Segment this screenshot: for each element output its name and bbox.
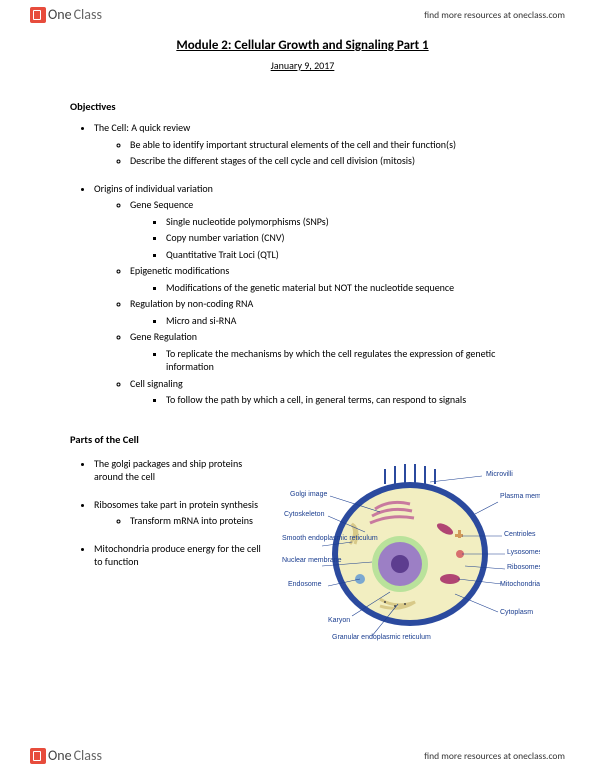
- objectives-list: The Cell: A quick review Be able to iden…: [70, 121, 535, 168]
- item-text: Regulation by non-coding RNA: [130, 297, 253, 310]
- centriole-icon: [458, 530, 461, 538]
- brand-logo: OneClass: [30, 6, 102, 23]
- logo-icon: [30, 748, 46, 764]
- page-header: OneClass find more resources at oneclass…: [0, 0, 595, 29]
- parts-heading: Parts of the Cell: [70, 433, 535, 446]
- label-cytoplasm: Cytoplasm: [500, 609, 533, 616]
- list-item: Gene Sequence Single nucleotide polymorp…: [130, 198, 535, 261]
- item-text: Epigenetic modifications: [130, 264, 229, 277]
- nucleolus-icon: [391, 555, 409, 573]
- mitochondria-icon: [440, 574, 460, 584]
- label-granular-er: Granular endoplasmic reticulum: [332, 634, 431, 641]
- item-text: Gene Sequence: [130, 198, 193, 211]
- list-item: To replicate the mechanisms by which the…: [166, 347, 535, 374]
- list-item: Describe the different stages of the cel…: [130, 154, 535, 168]
- list-item: Origins of individual variation Gene Seq…: [94, 182, 535, 407]
- brand-class: Class: [74, 747, 102, 764]
- list-item: The Cell: A quick review Be able to iden…: [94, 121, 535, 168]
- parts-text-col: The golgi packages and ship proteins aro…: [70, 454, 270, 572]
- label-endosome: Endosome: [288, 581, 322, 588]
- footer-link[interactable]: find more resources at oneclass.com: [424, 750, 565, 762]
- list-item: Quantitative Trait Loci (QTL): [166, 248, 535, 262]
- label-smooth-er: Smooth endoplasmic reticulum: [282, 535, 378, 542]
- list-item: Ribosomes take part in protein synthesis…: [94, 498, 270, 528]
- list-item: Cell signaling To follow the path by whi…: [130, 377, 535, 407]
- list-item: Mitochondria produce energy for the cell…: [94, 542, 270, 569]
- item-text: Origins of individual variation: [94, 182, 213, 195]
- label-mitochondria: Mitochondria: [500, 581, 540, 588]
- item-text: Gene Regulation: [130, 330, 197, 343]
- list-item: Single nucleotide polymorphisms (SNPs): [166, 215, 535, 229]
- brand-logo-footer: OneClass: [30, 747, 102, 764]
- parts-row: The golgi packages and ship proteins aro…: [70, 454, 535, 657]
- brand-class: Class: [74, 6, 102, 23]
- header-link[interactable]: find more resources at oneclass.com: [424, 9, 565, 21]
- list-item: Epigenetic modifications Modifications o…: [130, 264, 535, 294]
- microvilli-icon: [385, 464, 435, 484]
- label-golgi: Golgi image: [290, 491, 327, 498]
- list-item: Transform mRNA into proteins: [130, 514, 270, 528]
- list-item: Modifications of the genetic material bu…: [166, 281, 535, 295]
- cell-diagram: Golgi image Cytoskeleton Smooth endoplas…: [280, 454, 540, 657]
- page-footer: OneClass find more resources at oneclass…: [0, 741, 595, 770]
- list-item: Micro and si-RNA: [166, 314, 535, 328]
- label-microvilli: Microvilli: [486, 471, 513, 478]
- origins-list: Origins of individual variation Gene Seq…: [70, 182, 535, 407]
- list-item: Be able to identify important structural…: [130, 138, 535, 152]
- logo-icon: [30, 7, 46, 23]
- list-item: Copy number variation (CNV): [166, 231, 535, 245]
- list-item: To follow the path by which a cell, in g…: [166, 393, 535, 407]
- list-item: Gene Regulation To replicate the mechani…: [130, 330, 535, 374]
- label-ribosomes: Ribosomes: [507, 564, 540, 571]
- item-text: Ribosomes take part in protein synthesis: [94, 498, 258, 511]
- label-lysosomes: Lysosomes: [507, 549, 540, 556]
- item-text: The Cell: A quick review: [94, 121, 190, 134]
- module-title: Module 2: Cellular Growth and Signaling …: [70, 38, 535, 53]
- brand-one: One: [48, 747, 72, 764]
- list-item: The golgi packages and ship proteins aro…: [94, 457, 270, 484]
- label-cytoskeleton: Cytoskeleton: [284, 511, 325, 518]
- page-content: Module 2: Cellular Growth and Signaling …: [0, 0, 595, 697]
- label-nuclear-membrane: Nuclear membrane: [282, 557, 342, 564]
- list-item: Regulation by non-coding RNA Micro and s…: [130, 297, 535, 327]
- objectives-heading: Objectives: [70, 100, 535, 113]
- label-karyon: Karyon: [328, 617, 350, 624]
- item-text: Cell signaling: [130, 377, 183, 390]
- label-plasma-membrane: Plasma membrane: [500, 493, 540, 500]
- label-centrioles: Centrioles: [504, 531, 536, 538]
- brand-one: One: [48, 6, 72, 23]
- module-date: January 9, 2017: [70, 59, 535, 72]
